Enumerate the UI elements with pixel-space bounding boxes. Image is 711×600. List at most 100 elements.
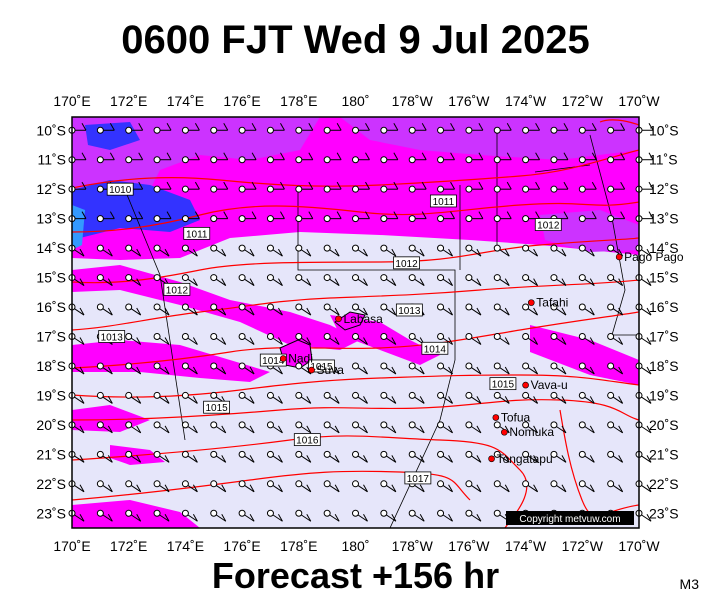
wind-barb [493,391,510,404]
wind-barb [238,244,255,257]
wind-barb [522,181,541,193]
wind-barb [181,303,198,316]
wind-barb [125,211,144,223]
wind-barb [437,332,453,345]
wind-barb [408,274,425,286]
wind-barb [437,244,453,257]
lat-label-left: 10˚S [36,122,66,138]
wind-barb [408,509,425,522]
wind-barb [522,362,539,375]
wind-barb [153,152,172,164]
wind-barb [210,332,227,345]
wind-barb [465,480,482,493]
place-label: Tofua [501,411,531,425]
wind-barb [522,450,539,463]
wind-barb [465,391,482,404]
wind-barb [380,303,397,316]
wind-barb [153,181,172,193]
lat-label-left: 22˚S [36,476,66,492]
rain-samoa [540,210,639,252]
wind-barb [295,244,312,257]
wind-barb [125,332,142,345]
map-title: 0600 FJT Wed 9 Jul 2025 [121,18,590,62]
wind-barb [352,362,368,375]
wind-barb [125,123,144,134]
wind-barb [607,152,626,164]
wind-barb [493,181,512,193]
lon-label-bottom: 176˚E [223,538,260,554]
wind-barb [607,332,624,345]
wind-barb [550,303,567,316]
wind-barb [522,391,539,404]
wind-barb [266,480,283,493]
wind-barb [153,303,170,316]
wind-barb [323,480,340,493]
wind-barb [153,244,170,257]
wind-barb [210,480,227,493]
lat-label-right: 22˚S [649,476,679,492]
wind-barb [437,509,453,522]
wind-barb [238,391,255,404]
wind-barb [465,509,482,522]
wind-barb [578,421,595,434]
lat-label-right: 14˚S [649,240,679,256]
wind-barb [266,181,285,193]
wind-barb [181,450,198,463]
wind-barb [408,211,427,223]
wind-barb [266,274,283,286]
isobar-label: 1016 [293,433,321,447]
wind-barb [607,450,624,463]
lon-label-top: 174˚E [167,93,204,109]
wind-barb [522,421,539,434]
wind-barb [578,450,595,463]
wind-barb [352,509,368,522]
wind-barb [181,123,200,134]
place-marker: Tongatapu [488,452,553,466]
isobar-label: 1015 [203,400,230,414]
wind-barb [323,391,340,404]
wind-barb [352,211,370,223]
wind-barb [465,123,484,134]
wind-barb [352,303,368,316]
wind-barb [550,362,567,375]
wind-barb [238,362,255,375]
lat-label-left: 18˚S [36,358,66,374]
wind-barb [153,123,172,134]
wind-barb [493,303,510,316]
wind-barb [210,211,229,223]
wind-barb [408,450,425,463]
wind-barb [352,421,368,434]
wind-barb [578,244,595,257]
wind-barb [125,509,142,522]
wind-barb [578,480,595,493]
wind-barb [437,421,453,434]
wind-barb [437,391,453,404]
wind-barb [295,332,312,345]
wind-barb [437,303,453,316]
lon-labels-top: 170˚E 172˚E 174˚E 176˚E 178˚E 180˚ 178˚W 176˚W 1… [53,93,660,109]
wind-barb [96,480,113,493]
lon-label-bottom: 178˚E [280,538,317,554]
wind-barb [380,211,399,223]
lat-label-right: 13˚S [649,211,679,227]
lat-label-right: 23˚S [649,505,679,521]
wind-barb [323,211,342,223]
wind-barb [465,244,482,257]
wind-barb [578,362,595,375]
wind-barb [238,211,257,223]
wind-barb [380,480,397,493]
lon-label-top: 172˚W [562,93,604,109]
wind-barb [380,362,397,375]
wind-barb [465,421,482,434]
wind-barb [493,244,510,257]
lat-label-right: 15˚S [649,270,679,286]
wind-barb [181,152,200,164]
isobar-label: 1014 [421,341,449,355]
lat-labels-right: 10˚S 11˚S 12˚S 13˚S 14˚S 15˚S 16˚S 17˚S 18˚S 19˚S… [649,122,679,521]
isobar-value: 1011 [433,197,455,208]
wind-barb [522,274,539,286]
wind-barb [437,152,455,164]
wind-barb [238,181,257,193]
lat-label-right: 16˚S [649,299,679,315]
wind-barb [96,421,113,434]
